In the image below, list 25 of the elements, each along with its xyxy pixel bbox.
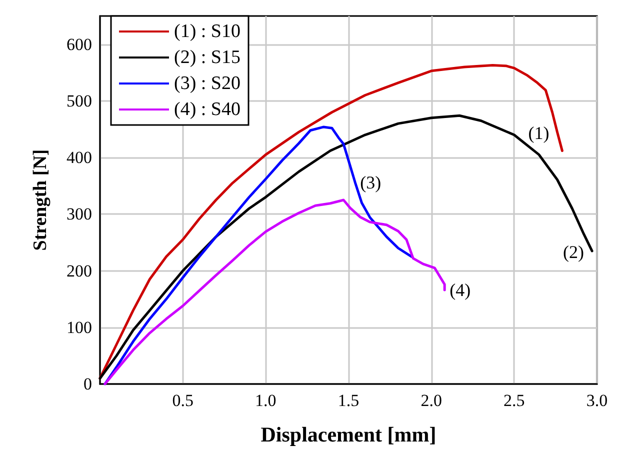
x-tick-label: 1.5	[338, 391, 360, 410]
annotation: (2)	[563, 242, 584, 262]
line-series	[104, 198, 446, 386]
annotation: (3)	[360, 172, 382, 192]
x-tick-label: 2.0	[420, 391, 442, 410]
legend-label: (2) : S15	[174, 47, 240, 68]
legend-label: (4) : S40	[174, 99, 240, 120]
x-axis-title: Displacement [mm]	[260, 422, 436, 446]
y-tick-label: 0	[84, 374, 92, 394]
line-series	[104, 126, 413, 386]
y-tick-label: 600	[66, 34, 92, 54]
annotation: (1)	[528, 123, 550, 144]
y-axis-title: Strength [N]	[30, 149, 51, 251]
x-tick-label: 3.0	[586, 391, 608, 410]
y-tick-label: 500	[66, 91, 92, 110]
y-tick-label: 200	[66, 261, 92, 280]
x-tick-label: 1.0	[255, 391, 276, 410]
x-tick-label: 2.5	[504, 391, 525, 410]
y-tick-label: 100	[66, 318, 92, 337]
annotation: (4)	[450, 280, 471, 300]
y-tick-label: 300	[66, 204, 92, 224]
legend-label: (1) : S10	[174, 21, 240, 42]
legend-label: (3) : S20	[174, 73, 240, 94]
x-tick-label: 0.5	[172, 391, 194, 410]
y-tick-label: 400	[66, 148, 92, 168]
